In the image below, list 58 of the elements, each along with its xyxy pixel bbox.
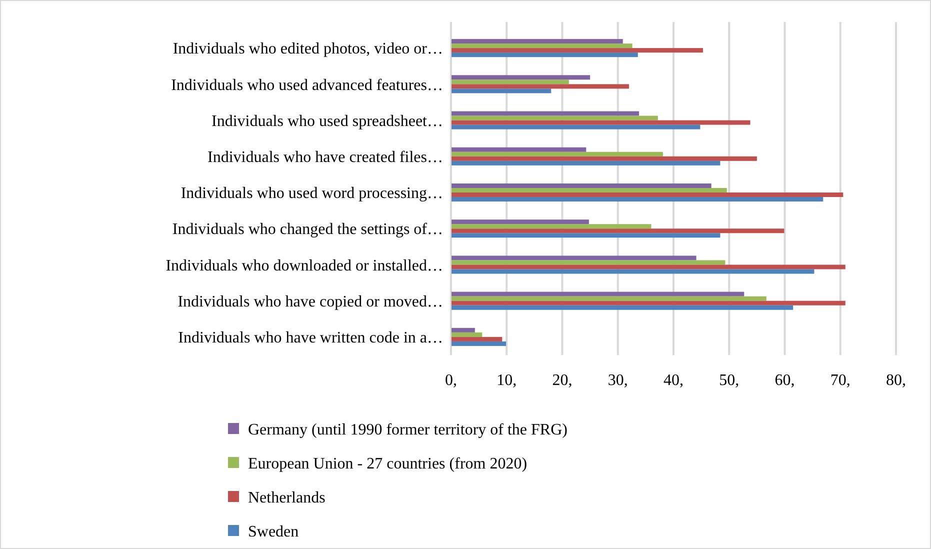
bar: [451, 233, 720, 238]
bar: [451, 197, 824, 202]
bar: [451, 160, 720, 166]
y-tick-label: Individuals who edited photos, video or…: [172, 40, 443, 58]
bar: [451, 305, 794, 310]
legend-label: Sweden: [248, 524, 299, 541]
y-tick-label: Individuals who downloaded or installed…: [166, 257, 443, 274]
bar: [451, 292, 744, 296]
bar: [451, 48, 703, 53]
bar: [451, 147, 586, 152]
bar: [451, 256, 696, 260]
legend-label: Germany (until 1990 former territory of the FRG): [248, 422, 568, 439]
x-tick-label: 10,: [496, 372, 517, 389]
x-tick-label: 60,: [774, 372, 795, 389]
legend-label: European Union - 27 countries (from 2020): [248, 456, 528, 473]
bar: [451, 192, 844, 198]
bar: [451, 88, 552, 94]
bar: [451, 228, 784, 234]
bar: [451, 156, 757, 161]
bar: [451, 124, 700, 130]
bar: [451, 332, 482, 337]
x-tick-label: 40,: [664, 372, 684, 389]
bar: [451, 188, 727, 192]
bar: [451, 44, 632, 48]
bar: [451, 328, 475, 332]
x-tick-label: 0,: [445, 372, 457, 389]
x-tick-label: 20,: [552, 372, 572, 389]
y-tick-label: Individuals who used spreadsheet…: [211, 112, 443, 130]
y-tick-label: Individuals who used word processing…: [180, 185, 443, 202]
y-tick-label: Individuals who have written code in a…: [178, 330, 443, 347]
bar: [451, 111, 640, 116]
x-tick-label: 80,: [886, 372, 906, 389]
bar: [451, 120, 750, 125]
bar: [451, 341, 506, 346]
bar: [451, 84, 629, 89]
bar: [451, 39, 623, 44]
x-tick-label: 50,: [719, 372, 740, 389]
y-tick-label: Individuals who have copied or moved…: [178, 293, 443, 310]
y-tick-label: Individuals who used advanced features…: [171, 76, 443, 94]
bar: [451, 183, 712, 188]
y-tick-label: Individuals who changed the settings of…: [172, 221, 443, 238]
x-tick-label: 30,: [608, 372, 628, 389]
bar: [451, 336, 502, 342]
bar: [451, 75, 590, 80]
bar: [451, 80, 569, 84]
bar: [451, 116, 658, 120]
bar: [451, 269, 814, 274]
y-tick-label: Individuals who have created files…: [208, 148, 443, 166]
bar: [451, 152, 663, 156]
bar: [451, 260, 726, 265]
bar: [451, 224, 652, 229]
bar: [451, 296, 766, 301]
bar: [451, 264, 846, 270]
bar: [451, 220, 589, 224]
x-tick-label: 70,: [830, 372, 850, 389]
legend-label: Netherlands: [248, 490, 326, 507]
bar: [451, 300, 846, 306]
bar: [451, 52, 638, 58]
